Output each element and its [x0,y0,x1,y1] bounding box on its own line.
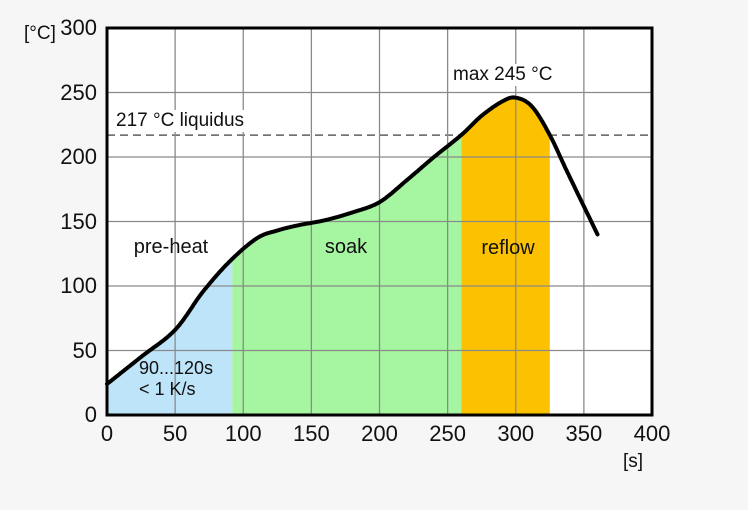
x-tick-label-50: 50 [162,421,188,446]
y-tick-label-300: 300 [60,15,97,40]
x-tick-label-400: 400 [633,421,671,446]
preheat-rate-note-line2: < 1 K/s [139,379,196,399]
x-tick-label-350: 350 [565,421,603,446]
region-fill-soak [232,135,462,415]
y-tick-label-200: 200 [60,144,97,169]
region-fill-reflow [461,97,550,416]
region-label-reflow: reflow [481,237,535,259]
preheat-rate-note-line1: 90...120s [139,358,214,378]
x-tick-label-150: 150 [293,421,330,446]
y-tick-label-0: 0 [84,402,97,427]
region-label-preheat: pre-heat [133,236,209,258]
y-tick-label-250: 250 [60,79,97,105]
plot-frame [105,26,654,417]
preheat-rate-note: 90...120s < 1 K/s [139,358,213,400]
region-label-soak: soak [324,236,368,258]
x-tick-label-250: 250 [429,421,466,446]
x-tick-label-300: 300 [497,421,535,446]
y-axis-unit-label: [°C] [24,23,56,44]
peak-temperature-annotation: max 245 °C [450,64,556,86]
x-tick-label-100: 100 [224,421,262,446]
liquidus-line-label: 217 °C liquidus [113,110,248,132]
x-tick-label-200: 200 [361,421,398,446]
y-tick-label-100: 100 [60,273,97,298]
y-tick-label-50: 50 [72,337,97,363]
temperature-curve [105,95,600,386]
y-tick-label-150: 150 [60,208,97,234]
x-tick-label-0: 0 [100,421,114,446]
x-axis-unit-label: [s] [622,451,644,472]
